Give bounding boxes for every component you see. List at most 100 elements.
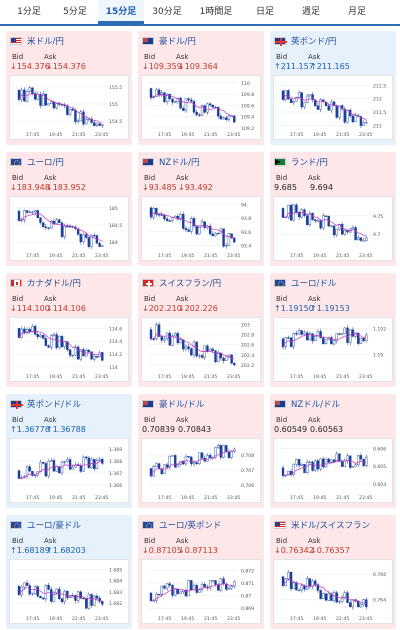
- tab-7[interactable]: 月足: [347, 7, 366, 17]
- candle-body: [287, 337, 290, 339]
- currency-card[interactable]: 英ポンド/ドル Bid Ask ↑1.36778 ↑1.36788 1.369 1.368 1…: [6, 394, 132, 508]
- currency-card[interactable]: ユーロ/円 Bid Ask ↓183.948 ↓183.952 185 184.5 184 17…: [6, 152, 132, 266]
- tab-3[interactable]: 30分足: [152, 7, 182, 17]
- currency-card[interactable]: ユーロ/ドル Bid Ask ↑1.19150 ↑1.19153 1.192 1.19 17:…: [270, 273, 396, 387]
- currency-pair-link[interactable]: NZドル/ドル: [274, 397, 340, 411]
- price-chart: 185 184.5 184 17:45 19:45 21:45 23:45: [9, 196, 129, 261]
- currency-pair-link[interactable]: ユーロ/ドル: [274, 276, 336, 290]
- candle-body: [41, 93, 45, 106]
- currency-card[interactable]: NZドル/円 Bid Ask ↓93.485 ↓93.492 94 93.8 93.6 93.4…: [138, 152, 264, 266]
- candle-body: [292, 464, 295, 475]
- x-tick-label: 17:45: [26, 132, 39, 138]
- currency-pair-link[interactable]: 豪ドル/ドル: [142, 397, 204, 411]
- x-tick-label: 19:45: [313, 132, 326, 138]
- price-chart: 212.5 212 211.5 211 17:45 19:45 21:45 23:45: [273, 75, 393, 140]
- candlestick-svg: 212.5 212 211.5 211 17:45 19:45 21:45 23:45: [280, 83, 386, 138]
- candle-body: [208, 103, 212, 106]
- candle-body: [316, 331, 320, 337]
- x-tick-label: 21:45: [204, 495, 217, 501]
- x-tick-label: 17:45: [290, 132, 303, 138]
- currency-card[interactable]: 英ポンド/円 Bid Ask ↑211.157 ↑211.165 212.5 212 211.…: [270, 31, 396, 145]
- currency-pair-link[interactable]: スイスフラン/円: [142, 276, 221, 290]
- bid-value: ↓0.87105: [142, 546, 182, 555]
- currency-pair-link[interactable]: 英ポンド/円: [274, 34, 336, 48]
- candle-body: [157, 214, 161, 216]
- tab-6[interactable]: 週足: [301, 7, 320, 17]
- candle-body: [28, 585, 31, 595]
- candle-body: [308, 578, 312, 587]
- tab-2[interactable]: 15分足: [98, 0, 144, 24]
- candle-body: [23, 582, 26, 588]
- currency-pair-link[interactable]: ユーロ/円: [10, 155, 64, 169]
- ask-value: ↓202.226: [178, 304, 218, 313]
- x-tick-label: 21:45: [72, 495, 85, 501]
- candle-body: [316, 105, 320, 110]
- candle-body: [319, 590, 322, 599]
- currency-card[interactable]: カナダドル/円 Bid Ask ↓114.100 ↓114.106 114.6 114.4 1…: [6, 273, 132, 387]
- moving-average-line: [18, 213, 103, 242]
- candle-body: [365, 122, 368, 124]
- candle-body: [297, 459, 301, 466]
- currency-card[interactable]: ユーロ/豪ドル Bid Ask ↑1.68189 ↑1.68203 1.685 1.684 1…: [6, 515, 132, 629]
- candle-body: [206, 345, 209, 352]
- y-tick-label: 114.6: [109, 326, 122, 332]
- candle-body: [192, 341, 196, 356]
- candle-body: [17, 470, 21, 479]
- x-tick-label: 23:45: [227, 253, 240, 259]
- tab-0[interactable]: 1分足: [17, 7, 41, 17]
- currency-pair-link[interactable]: ユーロ/英ポンド: [142, 518, 221, 532]
- x-tick-label: 19:45: [313, 374, 326, 380]
- candle-body: [41, 462, 45, 464]
- candle-body: [308, 212, 312, 226]
- candle-body: [149, 468, 153, 477]
- tab-5[interactable]: 日足: [255, 7, 274, 17]
- y-tick-label: 109.6: [241, 103, 254, 109]
- candle-body: [58, 335, 61, 348]
- currency-pair-link[interactable]: 豪ドル/円: [142, 34, 196, 48]
- currency-pair-link[interactable]: 英ポンド/ドル: [10, 397, 81, 411]
- y-tick-label: 1.366: [109, 483, 122, 489]
- currency-pair-link[interactable]: NZドル/円: [142, 155, 200, 169]
- candle-body: [190, 348, 193, 356]
- y-tick-label: 212: [373, 97, 382, 103]
- currency-card[interactable]: 米ドル/スイスフラン Bid Ask ↓0.76342 ↓0.76357 0.766 0.7…: [270, 515, 396, 629]
- candle-body: [225, 244, 228, 247]
- currency-card[interactable]: 豪ドル/ドル Bid Ask 0.70839 0.70843 0.708 0.707 0.70…: [138, 394, 264, 508]
- currency-card[interactable]: スイスフラン/円 Bid Ask ↓202.210 ↓202.226 203 202.8 20…: [138, 273, 264, 387]
- currency-card[interactable]: NZドル/ドル Bid Ask 0.60549 0.60563 0.606 0.605 0.6…: [270, 394, 396, 508]
- currency-card[interactable]: ランド/円 Bid Ask 9.685 9.694 9.75 9.7 17:45 19:45 21…: [270, 152, 396, 266]
- flag-eu-icon: [10, 158, 22, 166]
- currency-pair-link[interactable]: ユーロ/豪ドル: [10, 518, 81, 532]
- candle-body: [330, 337, 333, 345]
- candle-body: [297, 589, 301, 592]
- pair-name: ユーロ/ドル: [291, 279, 337, 289]
- candle-body: [335, 453, 338, 463]
- candle-body: [41, 222, 45, 228]
- candle-body: [327, 458, 330, 463]
- candle-body: [324, 593, 328, 601]
- candle-body: [87, 594, 91, 609]
- currency-pair-link[interactable]: 米ドル/スイスフラン: [274, 518, 370, 532]
- price-chart: 1.685 1.684 1.683 1.682 17:45 19:45 21:45 23:45: [9, 559, 129, 624]
- currency-card[interactable]: 豪ドル/円 Bid Ask ↓109.359 ↓109.364 110 109.8 109.6…: [138, 31, 264, 145]
- pair-name: 英ポンド/ドル: [27, 400, 81, 410]
- currency-pair-link[interactable]: カナダドル/円: [10, 276, 81, 290]
- tab-1[interactable]: 5分足: [63, 7, 87, 17]
- currency-card[interactable]: ユーロ/英ポンド Bid Ask ↓0.87105 ↓0.87113 0.872 0.871…: [138, 515, 264, 629]
- candle-body: [95, 356, 99, 358]
- ask-label: Ask: [176, 53, 189, 61]
- candle-body: [343, 230, 347, 235]
- y-tick-label: 202.4: [241, 353, 254, 359]
- currency-card[interactable]: 米ドル/円 Bid Ask ↓154.376 ↓154.376 155.5 155 154.5…: [6, 31, 132, 145]
- currency-pair-link[interactable]: ランド/円: [274, 155, 328, 169]
- tab-4[interactable]: 1時間足: [199, 7, 233, 17]
- candle-body: [200, 452, 204, 459]
- candle-body: [155, 324, 158, 340]
- candle-body: [90, 351, 93, 360]
- candle-body: [39, 462, 42, 472]
- candle-body: [198, 114, 201, 116]
- candle-body: [233, 448, 236, 452]
- currency-pair-link[interactable]: 米ドル/円: [10, 34, 64, 48]
- y-tick-label: 1.683: [109, 590, 122, 596]
- x-tick-label: 19:45: [313, 253, 326, 259]
